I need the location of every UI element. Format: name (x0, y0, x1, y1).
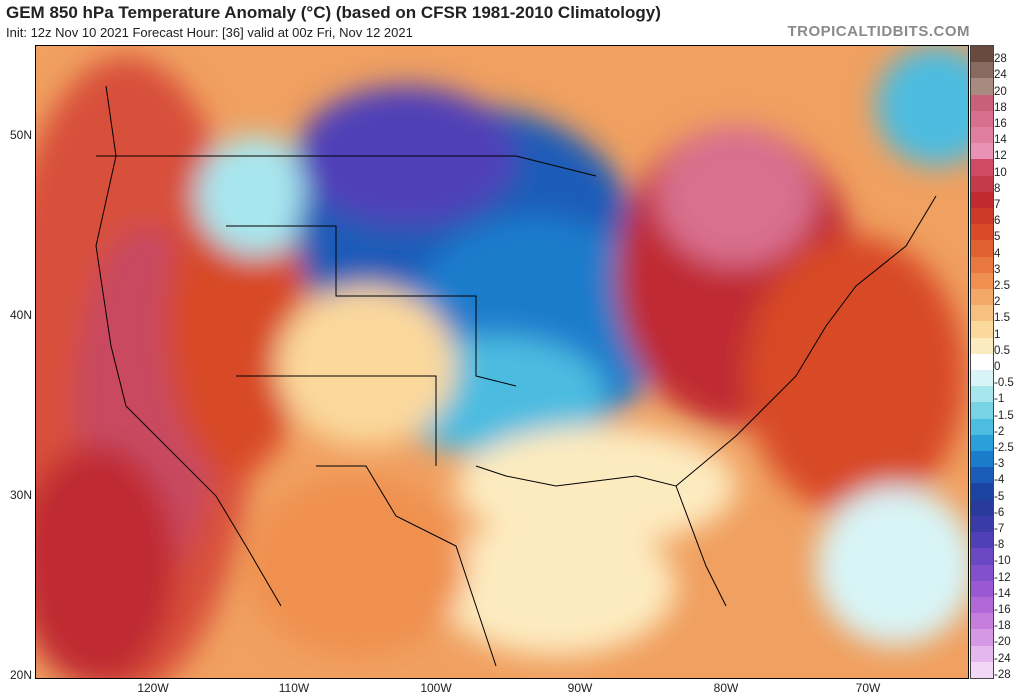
colorbar-tick-label: -0.5 (994, 377, 1014, 390)
colorbar-segment (971, 78, 993, 95)
colorbar-tick-label: 1 (994, 328, 1001, 341)
colorbar-segment (971, 143, 993, 160)
colorbar-segment (971, 418, 993, 435)
lat-label-50n: 50N (9, 128, 32, 142)
colorbar-tick-label: 7 (994, 198, 1001, 211)
colorbar-tick-label: 18 (994, 101, 1007, 114)
colorbar-segment (971, 175, 993, 192)
lon-label-90w: 90W (567, 681, 593, 695)
site-watermark: TROPICALTIDBITS.COM (787, 23, 970, 40)
colorbar-segment (971, 451, 993, 468)
colorbar-segment (971, 580, 993, 597)
colorbar-segment (971, 483, 993, 500)
colorbar-segment (971, 564, 993, 581)
colorbar-segment (971, 629, 993, 646)
lat-label-20n: 20N (9, 668, 32, 682)
colorbar-tick-label: 5 (994, 231, 1001, 244)
anomaly-map[interactable] (35, 45, 969, 679)
colorbar-segment (971, 645, 993, 662)
anomaly-map-canvas (36, 46, 968, 678)
colorbar-segment (971, 337, 993, 354)
colorbar-tick-label: -2 (994, 425, 1005, 438)
colorbar-tick-label: 20 (994, 85, 1007, 98)
colorbar-tick-label: -6 (994, 506, 1005, 519)
colorbar-segment (971, 467, 993, 484)
colorbar-segment (971, 272, 993, 290)
colorbar-tick-label: 8 (994, 182, 1001, 195)
colorbar-segment (971, 110, 993, 128)
colorbar-tick-label: -3 (994, 458, 1005, 471)
colorbar-tick-label: -16 (994, 604, 1011, 617)
colorbar-segment (971, 386, 993, 403)
colorbar-tick-label: 12 (994, 150, 1007, 163)
colorbar-tick-label: 1.5 (994, 312, 1010, 325)
colorbar-tick-label: -18 (994, 620, 1011, 633)
colorbar-segment (971, 353, 993, 371)
colorbar-segment (971, 613, 993, 630)
colorbar-segment (971, 515, 993, 533)
colorbar-segment (971, 159, 993, 176)
colorbar-tick-label: -1.5 (994, 409, 1014, 422)
lon-label-80w: 80W (713, 681, 739, 695)
colorbar-segment (971, 94, 993, 111)
colorbar-tick-label: -8 (994, 539, 1005, 552)
lon-label-120w: 120W (137, 681, 169, 695)
colorbar-segment (971, 321, 993, 338)
colorbar-tick-label: 6 (994, 215, 1001, 228)
colorbar (970, 45, 994, 679)
colorbar-tick-label: -5 (994, 490, 1005, 503)
lon-label-100w: 100W (420, 681, 452, 695)
lat-label-30n: 30N (9, 488, 32, 502)
colorbar-labels: 28 24 20 18 16 14 12 10 8 7 6 5 4 3 2.5 2 1.5 1 0.5 0 -0.5 -1… (994, 45, 1024, 681)
colorbar-segment (971, 62, 993, 79)
colorbar-tick-label: 2.5 (994, 279, 1010, 292)
colorbar-segment (971, 224, 993, 241)
colorbar-tick-label: -1 (994, 393, 1005, 406)
colorbar-tick-label: -24 (994, 652, 1011, 665)
colorbar-segment (971, 402, 993, 419)
colorbar-tick-label: -4 (994, 474, 1005, 487)
lat-label-40n: 40N (9, 308, 32, 322)
colorbar-segment (971, 661, 993, 678)
colorbar-tick-label: -14 (994, 587, 1011, 600)
colorbar-tick-label: -7 (994, 523, 1005, 536)
colorbar-tick-label: 2 (994, 296, 1001, 309)
colorbar-segment (971, 289, 993, 306)
colorbar-segment (971, 548, 993, 565)
chart-title: GEM 850 hPa Temperature Anomaly (°C) (ba… (6, 3, 661, 22)
colorbar-segment (971, 127, 993, 144)
colorbar-segment (971, 434, 993, 452)
colorbar-segment (971, 191, 993, 209)
colorbar-tick-label: -20 (994, 636, 1011, 649)
colorbar-tick-label: 0 (994, 361, 1001, 373)
colorbar-segment (971, 370, 993, 387)
colorbar-tick-label: 14 (994, 134, 1007, 147)
colorbar-tick-label: 3 (994, 263, 1001, 276)
colorbar-tick-label: 10 (994, 166, 1007, 179)
colorbar-tick-label: 16 (994, 117, 1007, 130)
colorbar-tick-label: -10 (994, 555, 1011, 568)
colorbar-tick-label: -2.5 (994, 442, 1014, 455)
colorbar-segment (971, 46, 993, 63)
chart-subtitle: Init: 12z Nov 10 2021 Forecast Hour: [36… (6, 25, 413, 40)
colorbar-tick-label: -12 (994, 571, 1011, 584)
lon-label-110w: 110W (278, 681, 310, 695)
colorbar-tick-label: -28 (994, 668, 1011, 681)
colorbar-segment (971, 240, 993, 257)
colorbar-segment (971, 596, 993, 614)
colorbar-segment (971, 208, 993, 225)
colorbar-segment (971, 256, 993, 273)
colorbar-tick-label: 4 (994, 247, 1001, 260)
colorbar-segment (971, 499, 993, 516)
colorbar-segment (971, 305, 993, 322)
colorbar-tick-label: 0.5 (994, 344, 1010, 357)
colorbar-segment (971, 532, 993, 549)
colorbar-tick-label: 28 (994, 53, 1007, 66)
colorbar-tick-label: 24 (994, 69, 1007, 82)
boundary-lines (95, 85, 937, 667)
lon-label-70w: 70W (855, 681, 881, 695)
